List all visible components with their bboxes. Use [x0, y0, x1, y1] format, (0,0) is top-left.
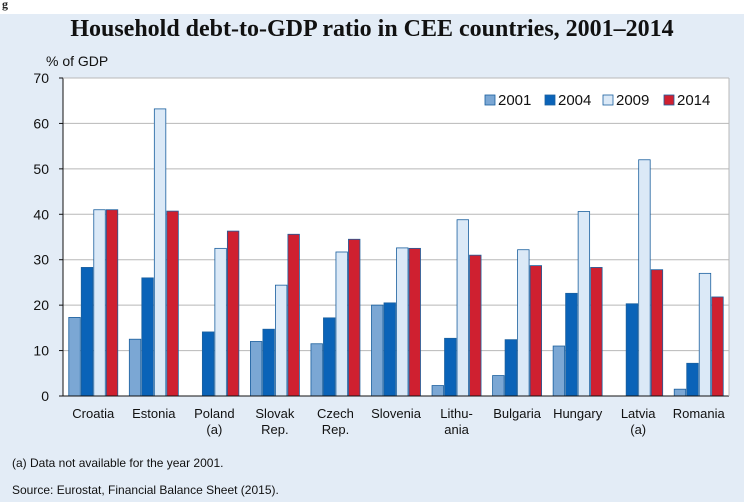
bar-2014: [226, 230, 240, 397]
x-tick-label: Czech: [317, 406, 354, 421]
figure-tag: g: [2, 0, 8, 11]
bar-2009: [577, 211, 591, 397]
bar-2014: [650, 269, 664, 397]
x-tick-label: (a): [206, 422, 222, 437]
bar-2001: [371, 304, 384, 397]
x-tick-label: Bulgaria: [493, 406, 541, 421]
x-tick-label: Rep.: [261, 422, 288, 437]
x-tick-label: ania: [444, 422, 469, 437]
legend-swatch-2001: [484, 94, 496, 106]
chart-panel: Household debt-to-GDP ratio in CEE count…: [0, 14, 744, 502]
bar-2014: [166, 210, 179, 397]
bar-2004: [504, 339, 517, 397]
bar-2014: [711, 296, 724, 397]
x-tick-label: Latvia: [621, 406, 656, 421]
bar-2004: [201, 331, 215, 397]
bar-2014: [348, 238, 361, 397]
y-tick-label: 60: [33, 115, 49, 131]
legend-label-2004: 2004: [558, 92, 591, 109]
bar-2004: [565, 292, 578, 397]
bar-2014: [590, 267, 603, 397]
legend-swatch-2014: [663, 94, 675, 106]
footnote-availability: (a) Data not available for the year 2001…: [12, 456, 224, 470]
x-tick-label: Poland: [194, 406, 234, 421]
x-tick-label: Slovenia: [371, 406, 422, 421]
x-tick-label: Hungary: [553, 406, 603, 421]
bar-2004: [383, 302, 396, 397]
y-axis-label: % of GDP: [46, 53, 109, 69]
bar-2001: [310, 343, 323, 397]
legend-label-2014: 2014: [677, 92, 710, 109]
x-tick-label: Rep.: [322, 422, 349, 437]
bar-2004: [80, 267, 94, 397]
x-tick-label: (a): [630, 422, 646, 437]
y-tick-label: 0: [41, 388, 49, 404]
x-tick-label: Slovak: [255, 406, 295, 421]
x-tick-label: Croatia: [72, 406, 115, 421]
bar-2014: [408, 247, 421, 397]
y-tick-label: 70: [33, 70, 49, 86]
bar-2009: [638, 159, 651, 397]
bar-2009: [335, 251, 348, 397]
y-tick-label: 10: [33, 343, 49, 359]
bar-2009: [698, 272, 712, 397]
x-tick-label: Romania: [673, 406, 726, 421]
y-tick-label: 30: [33, 252, 49, 268]
y-tick-label: 40: [33, 206, 49, 222]
bar-2009: [517, 249, 530, 397]
chart-title: Household debt-to-GDP ratio in CEE count…: [70, 16, 674, 42]
x-tick-label: Estonia: [132, 406, 176, 421]
bar-2009: [275, 284, 288, 397]
legend-swatch-2004: [544, 94, 556, 106]
bar-2004: [625, 303, 639, 397]
bar-2014: [287, 233, 300, 397]
bar-2004: [262, 328, 275, 397]
bar-2004: [444, 337, 457, 397]
bar-2001: [431, 385, 444, 397]
y-tick-label: 50: [33, 161, 49, 177]
bar-2004: [141, 277, 154, 397]
bar-2009: [93, 209, 106, 397]
bar-2004: [323, 317, 336, 397]
bar-2001: [128, 338, 142, 397]
bar-2014: [105, 209, 119, 397]
bar-2009: [396, 247, 409, 397]
bar-2001: [673, 388, 687, 397]
bar-2014: [469, 254, 482, 397]
y-tick-label: 20: [33, 297, 49, 313]
bar-2009: [456, 219, 469, 397]
legend-label-2009: 2009: [616, 92, 649, 109]
bar-2009: [153, 108, 167, 397]
bar-2001: [250, 341, 263, 397]
bar-2001: [552, 345, 566, 397]
bar-2001: [492, 375, 505, 397]
footnote-source: Source: Eurostat, Financial Balance Shee…: [12, 483, 279, 497]
legend-label-2001: 2001: [498, 92, 531, 109]
x-tick-label: Lithu-: [440, 406, 473, 421]
bar-2004: [686, 362, 699, 397]
bar-2014: [529, 265, 542, 397]
bar-2009: [214, 247, 227, 397]
legend-swatch-2009: [602, 94, 614, 106]
bar-2001: [68, 317, 81, 397]
